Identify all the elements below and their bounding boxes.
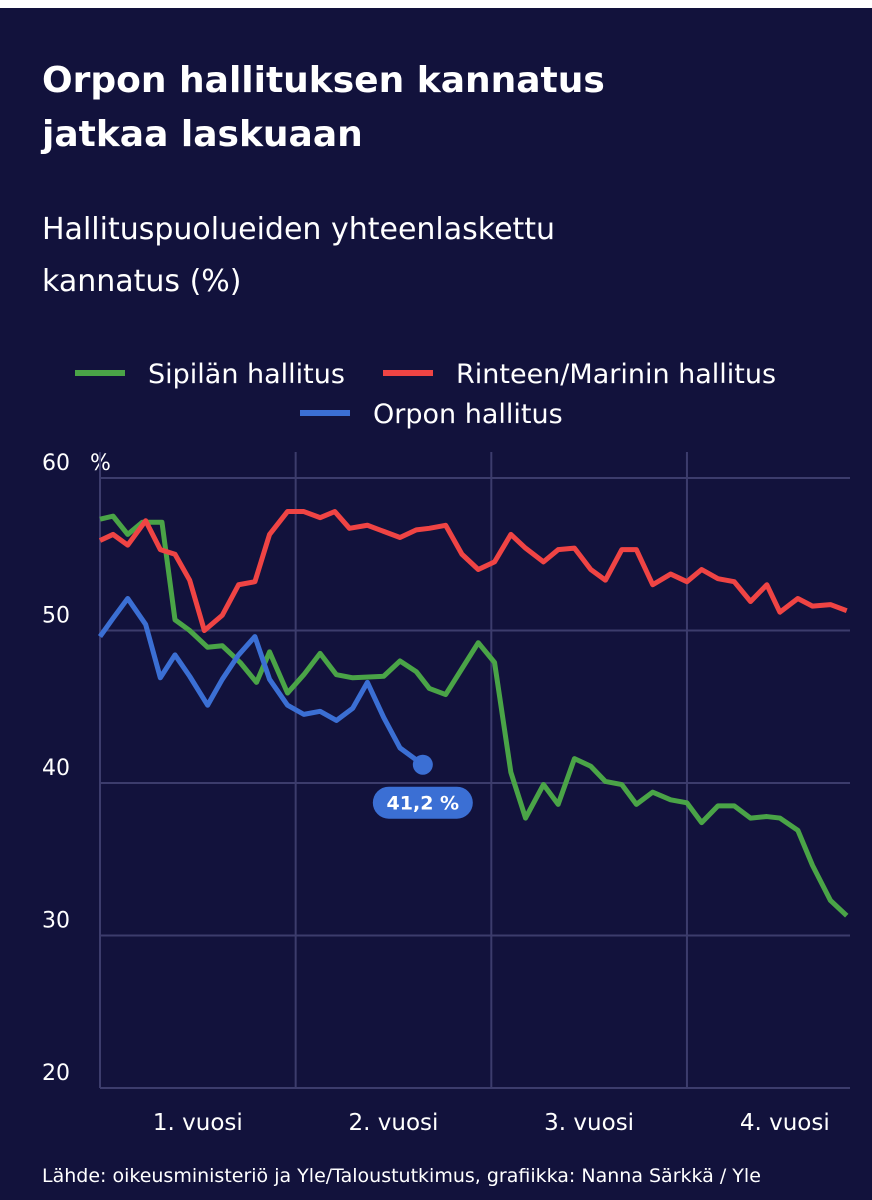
- y-tick-label: 40: [42, 756, 70, 781]
- legend-label: Orpon hallitus: [373, 399, 563, 430]
- series-line: [99, 513, 849, 918]
- legend-label: Sipilän hallitus: [148, 359, 345, 390]
- top-strip: [0, 0, 872, 8]
- legend-label: Rinteen/Marinin hallitus: [456, 359, 776, 390]
- series-line: [98, 509, 848, 633]
- x-tick-label: 2. vuosi: [349, 1110, 439, 1136]
- chart-title: Orpon hallituksen kannatus jatkaa laskua…: [42, 60, 605, 155]
- x-tick-label: 1. vuosi: [153, 1110, 243, 1136]
- x-tick-label: 4. vuosi: [740, 1110, 830, 1136]
- end-marker: [412, 754, 433, 775]
- y-tick-label: 50: [42, 604, 70, 629]
- source-note: Lähde: oikeusministeriö ja Yle/Taloustut…: [42, 1165, 761, 1187]
- value-label: 41,2 %: [387, 793, 460, 815]
- y-tick-label: 20: [42, 1061, 70, 1086]
- chart-subtitle: Hallituspuolueiden yhteenlaskettu kannat…: [42, 212, 556, 299]
- y-tick-label: 30: [42, 909, 70, 934]
- y-tick-label: 60: [42, 451, 70, 476]
- series-line: [97, 595, 425, 767]
- x-tick-label: 3. vuosi: [544, 1110, 634, 1136]
- label-bubble: [372, 786, 473, 819]
